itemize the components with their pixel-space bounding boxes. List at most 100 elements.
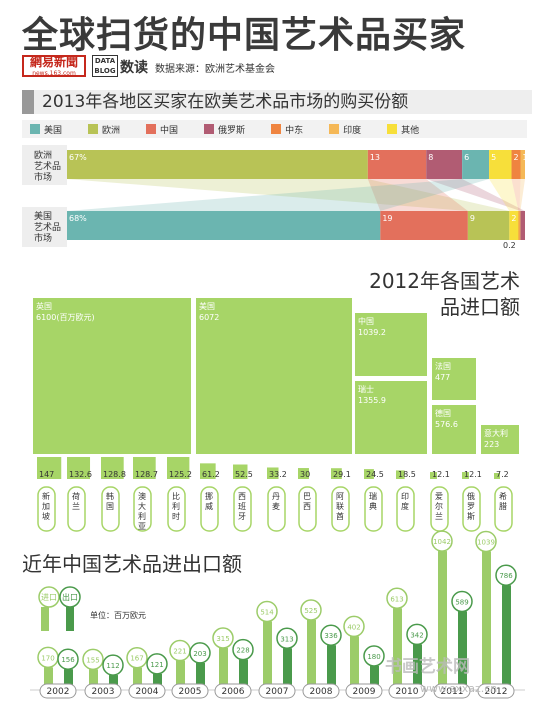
netease-news-logo: 網易新聞 news.163.com: [22, 55, 86, 77]
source-text: 数据来源：欧洲艺术基金会: [155, 64, 275, 75]
country-label: 西: [303, 502, 311, 511]
watermark-url: www.sxxaz.cn: [420, 682, 498, 695]
export-bar: [283, 648, 292, 690]
country-pill: [396, 486, 415, 532]
year-label: 2007: [266, 687, 289, 697]
box-value: 12.1: [464, 470, 482, 479]
import-box-small: [167, 457, 190, 479]
import-value-circle: [343, 615, 365, 638]
import-bar: [44, 667, 53, 690]
bar-segment: [520, 150, 525, 179]
export-value: 342: [410, 631, 423, 639]
data-label: 13: [370, 153, 380, 162]
logo-sub: news.163.com: [32, 70, 76, 77]
import-value-circle: [212, 627, 234, 649]
import-box: [432, 405, 476, 454]
import-value-circle: [82, 648, 104, 671]
box-value: 33.2: [269, 470, 287, 479]
legend-label: 其他: [401, 125, 420, 136]
legend-label: 印度: [343, 125, 362, 136]
import-box-small: [267, 467, 279, 479]
unit-label: 单位：百万欧元: [90, 610, 146, 620]
country-pill: [233, 486, 252, 532]
flow-connector: [489, 179, 519, 211]
category-bg: [22, 207, 67, 247]
year-pill: [477, 683, 515, 699]
bar-segment: [467, 211, 510, 240]
import-value: 613: [390, 595, 403, 603]
year-label: 2004: [136, 687, 159, 697]
country-label: 爱: [435, 492, 443, 501]
box-value: 223: [484, 440, 499, 449]
year-label: 2002: [47, 687, 70, 697]
bar-segment: [426, 150, 463, 179]
export-value: 336: [324, 632, 338, 640]
import-value: 315: [216, 635, 229, 643]
category-label: 艺术品: [34, 221, 61, 233]
year-label: 2008: [310, 687, 333, 697]
country-label: 澳: [138, 491, 146, 501]
data-label: 2: [514, 153, 519, 162]
import-box: [432, 358, 476, 400]
data-label: 0.2: [503, 241, 516, 250]
export-value: 180: [367, 653, 380, 661]
section2-title-line: 品进口额: [440, 295, 520, 319]
country-pill: [267, 486, 286, 532]
import-bar: [350, 636, 359, 690]
import-box-small: [396, 470, 405, 479]
country-label: 时: [172, 511, 180, 521]
legend-swatch: [204, 124, 215, 134]
export-bar: [502, 585, 511, 690]
export-bar: [196, 662, 205, 690]
export-value: 786: [499, 572, 513, 580]
export-value: 589: [455, 598, 468, 606]
data-label: 5: [491, 153, 496, 162]
import-value-circle: [475, 530, 497, 553]
country-pill: [462, 486, 481, 532]
bar-segment: [367, 150, 427, 179]
data-label: 68%: [69, 214, 87, 223]
export-bar: [109, 675, 118, 690]
legend-item: 印度: [329, 123, 361, 136]
data-label: 67%: [69, 153, 87, 162]
year-pill: [84, 683, 122, 699]
import-bar: [307, 620, 316, 690]
import-box-small: [364, 469, 374, 479]
country-label: 联: [336, 502, 344, 511]
legend-swatch: [329, 124, 340, 134]
import-value: 167: [130, 655, 143, 663]
section1-title: 2013年各地区买家在欧美艺术品市场的购买份额: [22, 90, 532, 114]
flow-connector: [519, 179, 525, 211]
data-label: 19: [382, 214, 392, 223]
legend-label: 中东: [285, 125, 304, 136]
box-value: 24.5: [366, 470, 384, 479]
country-label: 斯: [467, 511, 475, 521]
country-pill: [133, 486, 152, 532]
import-value-circle: [256, 600, 278, 623]
box-value: 128.8: [103, 470, 126, 479]
legend-label: 俄罗斯: [218, 125, 246, 136]
export-value-circle: [232, 638, 254, 661]
legend-label: 美国: [44, 125, 63, 136]
export-value-circle: [57, 648, 79, 670]
country-label: 巴: [303, 492, 311, 501]
import-box: [33, 298, 191, 454]
bar-segment: [462, 150, 490, 179]
import-box-small: [430, 472, 437, 479]
section2-title-line: 2012年各国艺术: [369, 269, 520, 293]
legend-item: 欧洲: [88, 123, 120, 136]
import-value-circle: [431, 530, 453, 552]
import-value-circle: [300, 599, 322, 621]
import-box-small: [462, 472, 469, 479]
category-label: 欧洲: [34, 149, 52, 161]
box-value: 132.6: [69, 470, 92, 479]
country-label: 韩: [106, 491, 114, 501]
import-value: 514: [260, 608, 274, 616]
year-pill: [128, 683, 166, 699]
legend-label: 进口: [41, 593, 57, 602]
export-bar: [413, 644, 422, 690]
year-pill: [39, 683, 77, 699]
import-bar: [438, 551, 447, 690]
import-value: 525: [304, 607, 317, 615]
data-label: 6: [464, 153, 469, 162]
